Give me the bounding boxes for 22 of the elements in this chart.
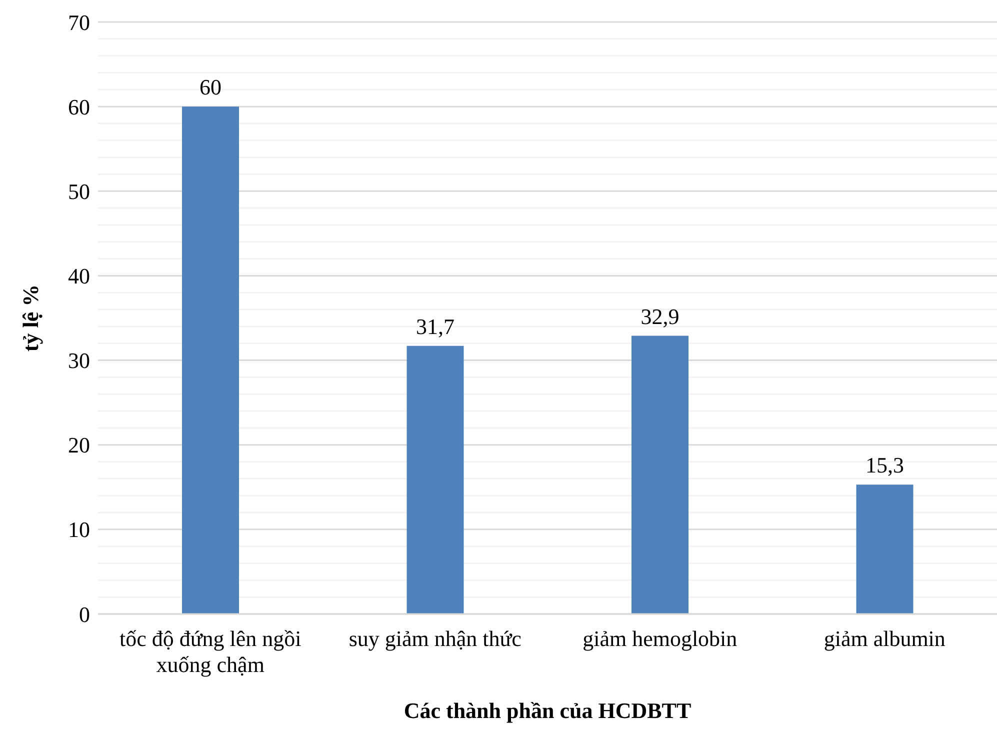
y-tick-label: 10	[68, 517, 90, 542]
x-tick-label: giảm albumin	[824, 626, 946, 651]
y-axis-title: tỷ lệ %	[18, 284, 43, 352]
y-tick-label: 60	[68, 94, 90, 120]
data-label: 15,3	[866, 452, 904, 478]
y-tick-label: 70	[68, 10, 90, 35]
bar	[856, 484, 914, 614]
y-tick-label: 40	[68, 264, 90, 289]
x-tick-label: giảm hemoglobin	[582, 626, 738, 651]
bar	[406, 346, 464, 614]
data-label: 60	[200, 74, 222, 100]
x-tick-label: suy giảm nhận thức	[348, 626, 522, 651]
bar	[182, 106, 239, 614]
x-tick-label: tốc độ đứng lên ngồi xuống chậm	[119, 626, 302, 677]
y-tick-label: 20	[68, 432, 90, 458]
data-label: 32,9	[640, 304, 680, 329]
y-tick-label: 30	[68, 348, 90, 374]
bar	[632, 336, 688, 614]
data-label: 31,7	[416, 314, 454, 339]
y-tick-label: 0	[79, 602, 90, 627]
y-tick-label: 50	[68, 178, 90, 204]
x-axis-title: Các thành phần của HCDBTT	[404, 698, 692, 723]
